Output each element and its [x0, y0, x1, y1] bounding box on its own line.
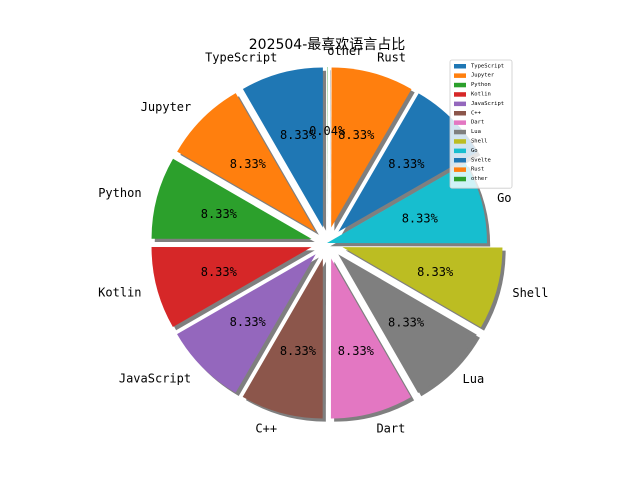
percent-label-rust: 8.33% — [338, 128, 375, 142]
wedge-layer — [151, 67, 503, 419]
category-label-other: other — [327, 44, 363, 58]
legend-label-dart: Dart — [471, 120, 484, 126]
percent-label-javascript: 8.33% — [230, 315, 267, 329]
legend-swatch-svelte — [454, 158, 466, 163]
percent-label-other: 0.04% — [309, 124, 346, 138]
category-label-cpp: C++ — [255, 421, 277, 435]
slice-rust — [331, 67, 412, 228]
slice-shell — [342, 247, 503, 328]
legend-label-other: other — [471, 176, 488, 182]
percent-label-svelte: 8.33% — [388, 157, 425, 171]
legend-label-cpp: C++ — [471, 110, 482, 116]
legend-swatch-dart — [454, 120, 466, 125]
slice-dart — [330, 258, 411, 419]
percent-label-jupyter: 8.33% — [230, 157, 267, 171]
category-label-dart: Dart — [376, 422, 405, 436]
legend-label-kotlin: Kotlin — [471, 92, 491, 98]
legend-label-rust: Rust — [471, 167, 484, 173]
slice-javascript — [177, 254, 316, 393]
label-layer: TypeScript 8.33% Jupyter 8.33% Python 8.33% Ko… — [98, 44, 548, 436]
legend-label-python: Python — [471, 82, 491, 88]
legend-swatch-lua — [454, 129, 466, 135]
slice-jupyter — [177, 93, 316, 232]
percent-label-typescript: 8.33% — [280, 128, 317, 142]
legend-swatch-cpp — [454, 111, 466, 116]
legend: TypeScript Jupyter Python Kotlin JavaScript C… — [449, 59, 513, 189]
legend-label-svelte: Svelte — [471, 157, 491, 163]
slice-python — [151, 158, 312, 239]
percent-label-cpp: 8.33% — [280, 344, 317, 358]
legend-frame — [449, 59, 513, 189]
legend-swatch-jupyter — [454, 73, 466, 78]
legend-swatch-other — [454, 176, 466, 182]
legend-swatch-go — [454, 148, 466, 154]
legend-swatch-python — [454, 82, 466, 88]
legend-swatch-shell — [454, 139, 466, 144]
percent-label-shell: 8.33% — [417, 265, 454, 279]
percent-label-kotlin: 8.33% — [201, 265, 238, 279]
category-label-jupyter: Jupyter — [141, 100, 192, 114]
category-label-shell: Shell — [512, 286, 548, 300]
slice-lua — [338, 254, 477, 394]
slice-typescript — [242, 67, 323, 228]
percent-label-lua: 8.33% — [388, 315, 425, 329]
slice-cpp — [242, 258, 323, 419]
legend-label-typescript: TypeScript — [471, 63, 504, 69]
slice-kotlin — [151, 247, 312, 328]
legend-label-lua: Lua — [471, 129, 481, 135]
category-label-lua: Lua — [463, 372, 485, 386]
legend-swatch-rust — [454, 167, 466, 172]
category-label-python: Python — [98, 186, 141, 200]
slice-go — [327, 163, 488, 244]
legend-label-jupyter: Jupyter — [471, 73, 495, 79]
legend-swatch-kotlin — [454, 92, 466, 97]
category-label-javascript: JavaScript — [119, 372, 191, 386]
legend-swatch-javascript — [454, 101, 466, 107]
category-label-go: Go — [497, 191, 511, 205]
category-label-kotlin: Kotlin — [98, 286, 141, 300]
category-label-typescript: TypeScript — [205, 51, 277, 65]
legend-swatch-typescript — [454, 64, 466, 69]
category-label-rust: Rust — [377, 51, 406, 65]
percent-label-go: 8.33% — [402, 211, 439, 225]
percent-label-dart: 8.33% — [338, 344, 375, 358]
slice-svelte — [338, 93, 478, 232]
chart-title: 202504-最喜欢语言占比 — [249, 37, 406, 53]
percent-label-python: 8.33% — [201, 207, 238, 221]
legend-label-shell: Shell — [471, 139, 488, 145]
legend-label-javascript: JavaScript — [471, 101, 504, 107]
legend-label-go: Go — [471, 148, 478, 154]
